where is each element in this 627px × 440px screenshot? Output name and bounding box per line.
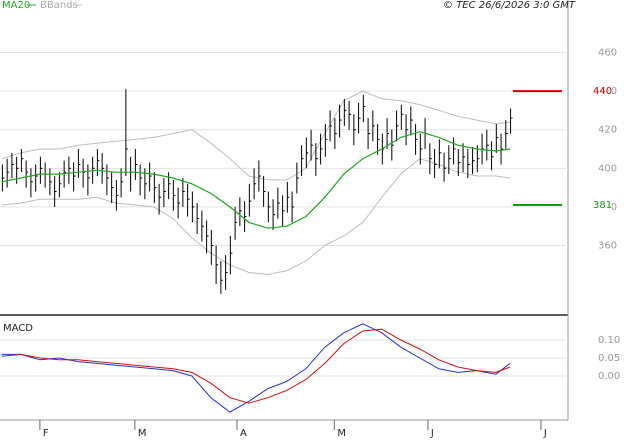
level-label: 440 (593, 86, 612, 97)
copyright: © TEC 26/6/2026 3:0 GMT (443, 0, 576, 11)
y-tick-label: 360 (598, 241, 617, 252)
legend-label: MA20 (2, 0, 30, 11)
level-label: 381 (593, 200, 612, 211)
series-line (1, 328, 511, 404)
level-label-bg (590, 85, 612, 98)
x-tick-label: A (240, 428, 247, 439)
x-tick-label: J (543, 428, 547, 439)
x-tick-label: M (337, 428, 346, 439)
series-line (1, 323, 511, 413)
ma-line (1, 131, 511, 229)
level-label-bg (590, 198, 612, 211)
bband-lower (1, 158, 511, 276)
y-tick-label: 400 (598, 163, 617, 174)
y-tick-label: 460 (598, 48, 617, 59)
x-tick-label: F (43, 428, 49, 439)
y-tick-label: 420 (598, 125, 617, 136)
legend-label: BBands (40, 0, 78, 11)
y-tick-label: 0.10 (598, 335, 620, 346)
x-tick-label: M (138, 428, 147, 439)
macd-title: MACD (3, 323, 33, 334)
y-tick-label: 0.00 (598, 371, 620, 382)
y-tick-label: 0.05 (598, 353, 620, 364)
x-tick-label: J (430, 428, 434, 439)
